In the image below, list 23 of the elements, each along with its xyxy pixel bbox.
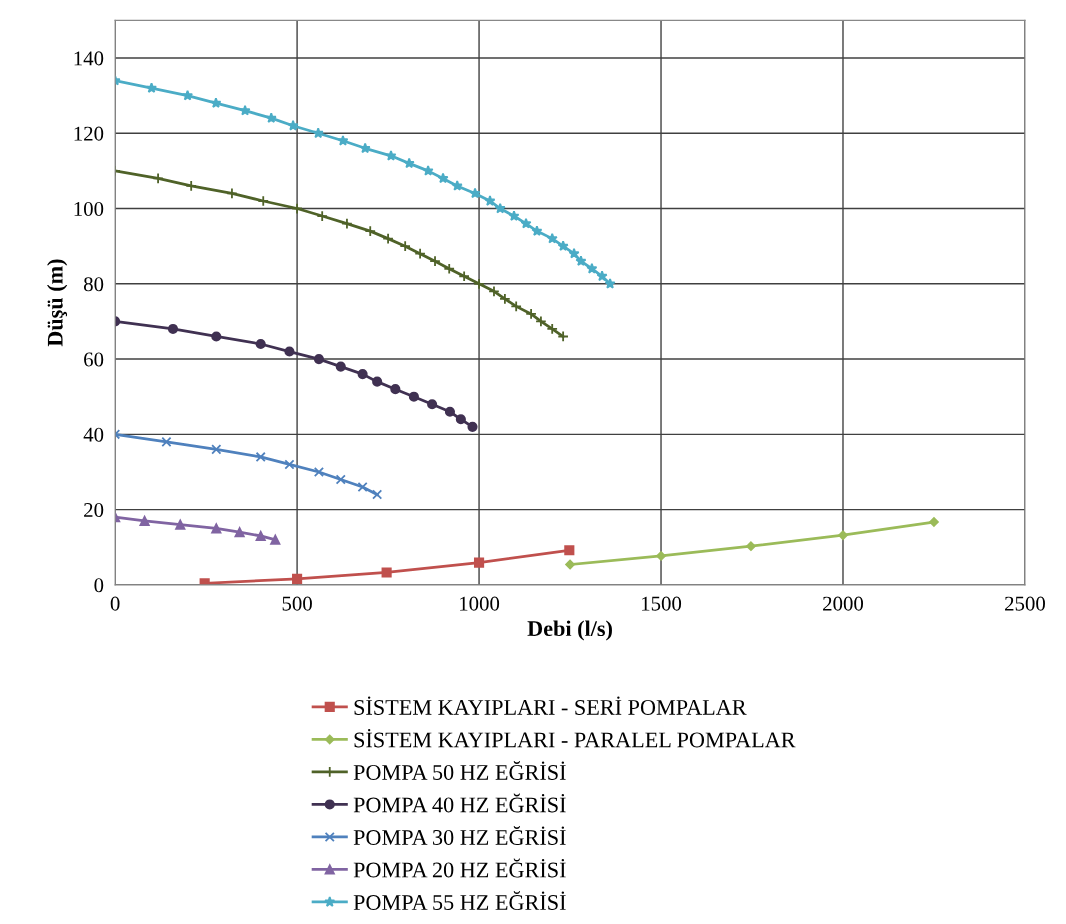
y-tick-label: 120 bbox=[74, 126, 104, 141]
legend-label: SİSTEM KAYIPLARI - SERİ POMPALAR bbox=[354, 696, 747, 715]
x-tick-label: 2500 bbox=[1005, 596, 1045, 611]
y-tick-label: 20 bbox=[84, 502, 104, 518]
y-tick-label: 0 bbox=[94, 578, 104, 593]
y-tick-label: 40 bbox=[83, 427, 104, 442]
y-tick-label: 100 bbox=[74, 201, 104, 216]
legend-label: POMPA 20 HZ EĞRİSİ bbox=[353, 858, 566, 878]
x-tick-label: 1000 bbox=[460, 596, 500, 611]
y-tick-label: 60 bbox=[84, 352, 104, 367]
x-tick-label: 500 bbox=[282, 596, 312, 611]
legend-label: POMPA 30 HZ EĞRİSİ bbox=[353, 826, 566, 845]
legend-label: POMPA 40 HZ EĞRİSİ bbox=[353, 793, 566, 813]
x-tick-label: 1500 bbox=[642, 596, 682, 611]
y-tick-label: 140 bbox=[74, 51, 104, 66]
x-tick-label: 0 bbox=[110, 596, 120, 611]
legend-label: SİSTEM KAYIPLARI - PARALEL POMPALAR bbox=[354, 728, 796, 748]
legend-label: POMPA 55 HZ EĞRİSİ bbox=[353, 891, 566, 910]
x-axis-title: Debi (l/s) bbox=[527, 620, 612, 641]
x-tick-label: 2000 bbox=[823, 596, 864, 611]
y-tick-label: 80 bbox=[83, 277, 104, 292]
legend-label: POMPA 50 HZ EĞRİSİ bbox=[353, 760, 566, 780]
y-axis-title: Düşü (m) bbox=[47, 259, 68, 347]
